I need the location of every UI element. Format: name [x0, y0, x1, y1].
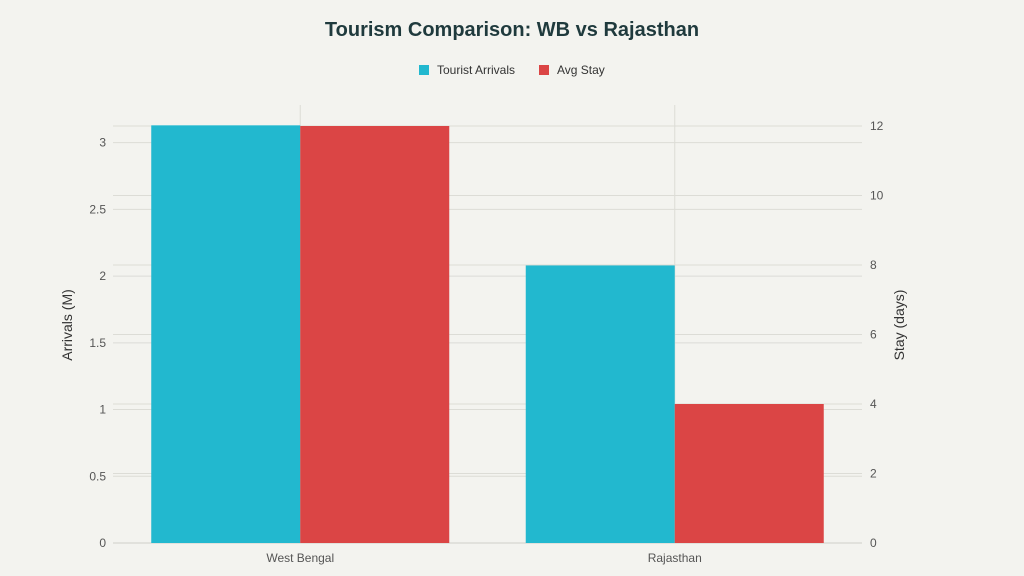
legend-label-stay: Avg Stay: [557, 63, 605, 77]
y-tick-label: 2: [99, 269, 106, 283]
left-axis-ticks: 0 0.5 1 1.5 2 2.5 3: [89, 136, 106, 550]
chart-title: Tourism Comparison: WB vs Rajasthan: [325, 19, 699, 41]
y-tick-label: 0.5: [89, 469, 106, 483]
y-tick-label: 0: [99, 536, 106, 550]
y2-tick-label: 10: [870, 189, 884, 203]
bar-stay: [674, 404, 824, 543]
y-tick-label: 2.5: [89, 202, 106, 216]
bar-arrivals: [151, 125, 301, 544]
bar-arrivals: [525, 265, 675, 543]
x-tick-label: West Bengal: [266, 551, 334, 565]
y2-tick-label: 12: [870, 119, 884, 133]
bar-stay: [300, 126, 450, 543]
y2-tick-label: 4: [870, 397, 877, 411]
legend-swatch-arrivals: [419, 65, 429, 75]
y-axis-title: Arrivals (M): [59, 289, 75, 361]
y2-tick-label: 6: [870, 328, 877, 342]
legend-swatch-stay: [539, 65, 549, 75]
y-tick-label: 1: [99, 403, 106, 417]
x-axis-ticks: West Bengal Rajasthan: [266, 551, 701, 565]
y-tick-label: 1.5: [89, 336, 106, 350]
x-tick-label: Rajasthan: [648, 551, 702, 565]
legend-label-arrivals: Tourist Arrivals: [437, 63, 515, 77]
y2-axis-title: Stay (days): [891, 290, 907, 361]
y2-tick-label: 0: [870, 536, 877, 550]
right-axis-ticks: 0 2 4 6 8 10 12: [870, 119, 884, 550]
bars: [151, 125, 824, 544]
y2-tick-label: 2: [870, 467, 877, 481]
y2-tick-label: 8: [870, 258, 877, 272]
legend: Tourist Arrivals Avg Stay: [419, 63, 605, 77]
y-tick-label: 3: [99, 136, 106, 150]
